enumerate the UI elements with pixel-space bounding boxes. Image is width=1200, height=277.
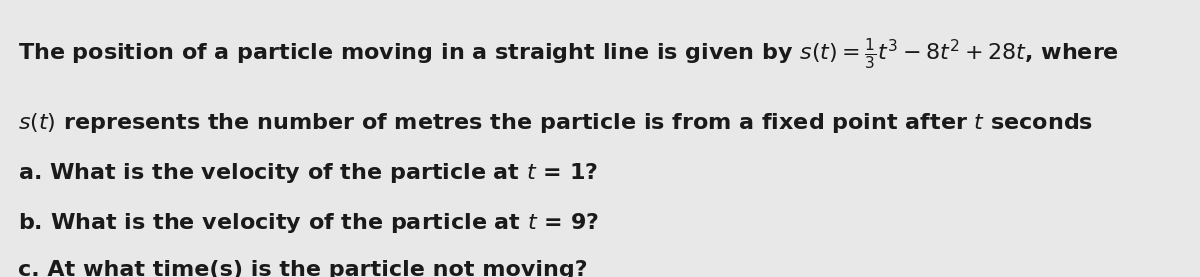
Text: c. At what time(s) is the particle not moving?: c. At what time(s) is the particle not m…	[18, 260, 588, 277]
Text: b. What is the velocity of the particle at $t$ = 9?: b. What is the velocity of the particle …	[18, 211, 599, 235]
Text: $s(t)$ represents the number of metres the particle is from a fixed point after : $s(t)$ represents the number of metres t…	[18, 111, 1093, 135]
Text: The position of a particle moving in a straight line is given by $s(t) = \frac{1: The position of a particle moving in a s…	[18, 36, 1120, 71]
Text: a. What is the velocity of the particle at $t$ = 1?: a. What is the velocity of the particle …	[18, 161, 598, 185]
